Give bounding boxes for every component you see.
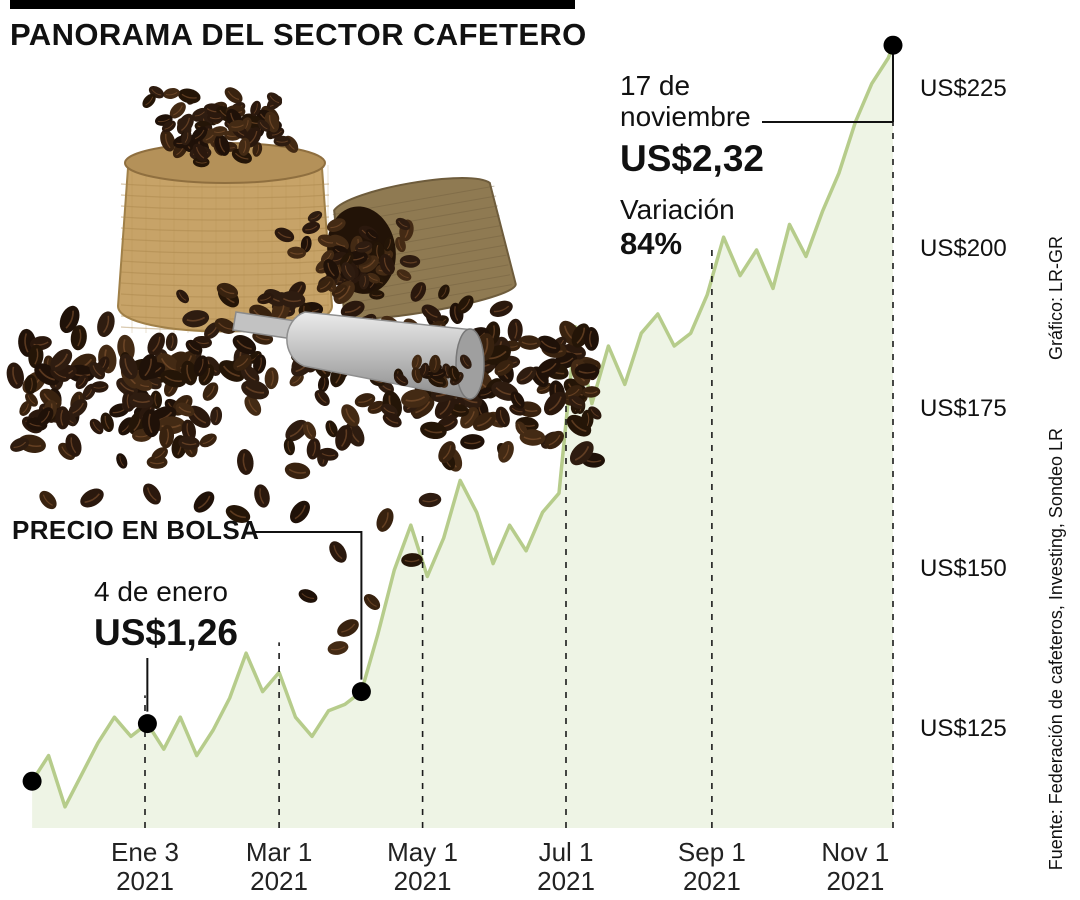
source-credit: Fuente: Federación de cafeteros, Investi… — [1046, 428, 1066, 871]
annotation-start-label: 4 de enero — [94, 576, 228, 607]
annotation-peak-value: US$2,32 — [620, 137, 764, 179]
annotation-pointer-lines — [146, 45, 894, 712]
x-axis-label: Nov 1 2021 — [821, 837, 890, 897]
title-rule — [10, 0, 575, 9]
x-axis-label: Jul 1 2021 — [537, 837, 595, 897]
annotation-variation-label: Variación — [620, 194, 735, 225]
annotation-peak: 17 de noviembre US$2,32 — [620, 70, 764, 179]
series-label: PRECIO EN BOLSA — [12, 515, 260, 545]
annotation-peak-date-line1: 17 de — [620, 70, 691, 101]
data-point-dot — [351, 682, 371, 702]
chart-area-fill — [32, 45, 894, 828]
x-axis-label: Sep 1 2021 — [677, 837, 746, 897]
series-label-pointer-line — [252, 531, 363, 680]
marked-data-points — [22, 35, 903, 791]
data-point-dot — [883, 35, 903, 55]
y-axis-label: US$200 — [920, 235, 1007, 262]
x-axis-label: Mar 1 2021 — [245, 837, 313, 897]
y-axis-label: US$175 — [920, 395, 1007, 422]
data-point-dot — [22, 771, 42, 791]
y-axis-label: US$225 — [920, 75, 1007, 102]
x-axis-label: Ene 3 2021 — [111, 837, 179, 897]
date-dashed-gridlines — [144, 45, 894, 828]
annotation-peak-date-line2: noviembre — [620, 101, 751, 133]
annotation-variation: Variación 84% — [620, 194, 735, 262]
x-axis-label: May 1 2021 — [387, 837, 458, 897]
coffee-beans-photo — [6, 85, 605, 655]
data-point-dot — [137, 714, 157, 734]
annotation-start: 4 de enero US$1,26 — [94, 576, 238, 654]
annotation-start-value: US$1,26 — [94, 612, 238, 654]
y-axis-label: US$150 — [920, 555, 1007, 582]
chart-line — [30, 44, 895, 809]
annotation-variation-value: 84% — [620, 226, 683, 262]
y-axis-label: US$125 — [920, 715, 1007, 742]
page-title: PANORAMA DEL SECTOR CAFETERO — [10, 17, 587, 52]
graphic-credit: Gráfico: LR-GR — [1046, 236, 1066, 361]
